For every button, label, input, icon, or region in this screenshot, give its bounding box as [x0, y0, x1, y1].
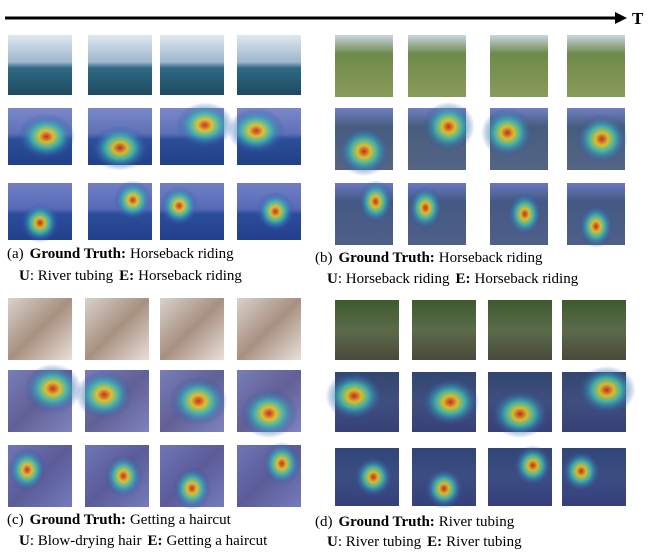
heatmap-spot — [578, 366, 636, 414]
heatmap-spot — [170, 376, 228, 426]
heatmap-spot — [114, 180, 152, 220]
caption-line: (c) Ground Truth:Getting a haircut — [7, 512, 232, 528]
heatmap-spot — [263, 442, 301, 485]
frame-image — [412, 300, 476, 360]
heatmap-spot — [423, 102, 475, 152]
time-label: T — [632, 9, 644, 28]
heatmap-spot — [173, 467, 211, 510]
gt-value: Horseback riding — [439, 250, 543, 266]
u-label: U — [19, 268, 30, 284]
heatmap-spot — [21, 203, 59, 243]
heatmap-spot — [256, 192, 294, 232]
heatmap-spot — [24, 364, 82, 414]
heatmap-spot — [325, 372, 383, 420]
gt-label: Ground Truth: — [30, 512, 126, 528]
e-label: E: — [455, 271, 470, 287]
panel-label: (a) — [7, 246, 24, 262]
gt-value: Getting a haircut — [130, 512, 232, 528]
caption-line: (b) Ground Truth:Horseback riding — [315, 250, 543, 266]
heatmap-spot — [425, 468, 463, 509]
frame-image — [8, 298, 72, 360]
heatmap-spot — [160, 186, 198, 226]
panel-label: (d) — [315, 514, 333, 530]
heatmap-spot — [338, 127, 390, 177]
u-value: : Horseback riding — [338, 271, 450, 287]
heatmap-spot — [358, 180, 393, 223]
frame-image — [160, 35, 224, 95]
u-label: U — [327, 271, 338, 287]
heatmap-spot — [422, 378, 480, 426]
heatmap-spot — [240, 389, 298, 439]
e-value: River tubing — [446, 534, 522, 550]
gt-value: Horseback riding — [130, 246, 234, 262]
heatmap-spot — [104, 454, 142, 497]
gt-label: Ground Truth: — [339, 250, 435, 266]
frame-image — [88, 35, 152, 95]
figure: T (a)Ground Truth:Horseback ridingU: Riv… — [0, 0, 649, 553]
heatmap-spot — [576, 114, 628, 164]
caption-line: (a) Ground Truth:Horseback riding — [7, 246, 234, 262]
frame-image — [335, 300, 399, 360]
frame-image — [567, 35, 625, 97]
u-label: U — [19, 533, 30, 549]
frame-image — [488, 300, 552, 360]
heatmap-spot — [75, 370, 133, 420]
e-label: E: — [148, 533, 163, 549]
heatmap-spot — [491, 390, 549, 438]
gt-value: River tubing — [439, 514, 515, 530]
frame-image — [237, 35, 301, 95]
frame-image — [408, 35, 466, 97]
heatmap-spot — [8, 448, 46, 491]
gt-label: Ground Truth: — [30, 246, 126, 262]
heatmap-spot — [562, 451, 600, 492]
u-value: : River tubing — [338, 534, 422, 550]
panel-label: (b) — [315, 250, 333, 266]
heatmap-spot — [227, 108, 285, 154]
heatmap-spot — [176, 102, 234, 148]
caption-line: U: Blow-drying hair E:Getting a haircut — [19, 533, 268, 549]
frame-image — [490, 35, 548, 97]
caption-line: (d) Ground Truth:River tubing — [315, 514, 515, 530]
e-value: Horseback riding — [474, 271, 578, 287]
heatmap-spot — [507, 192, 542, 235]
frame-image — [335, 35, 393, 97]
e-value: Horseback riding — [138, 268, 242, 284]
heatmap-spot — [579, 205, 614, 248]
frame-image — [562, 300, 626, 360]
heatmap-spot — [514, 445, 552, 486]
panel-label: (c) — [7, 512, 24, 528]
frame-image — [8, 35, 72, 95]
heatmap-spot — [354, 457, 392, 498]
frame-image — [237, 298, 301, 360]
heatmap-spot — [481, 108, 533, 158]
gt-label: Ground Truth: — [339, 514, 435, 530]
u-label: U — [327, 534, 338, 550]
u-value: : Blow-drying hair — [30, 533, 142, 549]
arrow-head — [615, 12, 627, 24]
e-label: E: — [119, 268, 134, 284]
u-value: : River tubing — [30, 268, 114, 284]
heatmap-spot — [18, 114, 76, 160]
frame-image — [85, 298, 149, 360]
e-label: E: — [427, 534, 442, 550]
frame-image — [160, 298, 224, 360]
heatmap-spot — [408, 186, 443, 229]
heatmap-spot — [91, 125, 149, 171]
e-value: Getting a haircut — [167, 533, 269, 549]
caption-line: U: River tubing E:River tubing — [327, 534, 522, 550]
caption-line: U: River tubing E:Horseback riding — [19, 268, 242, 284]
caption-line: U: Horseback riding E:Horseback riding — [327, 271, 579, 287]
